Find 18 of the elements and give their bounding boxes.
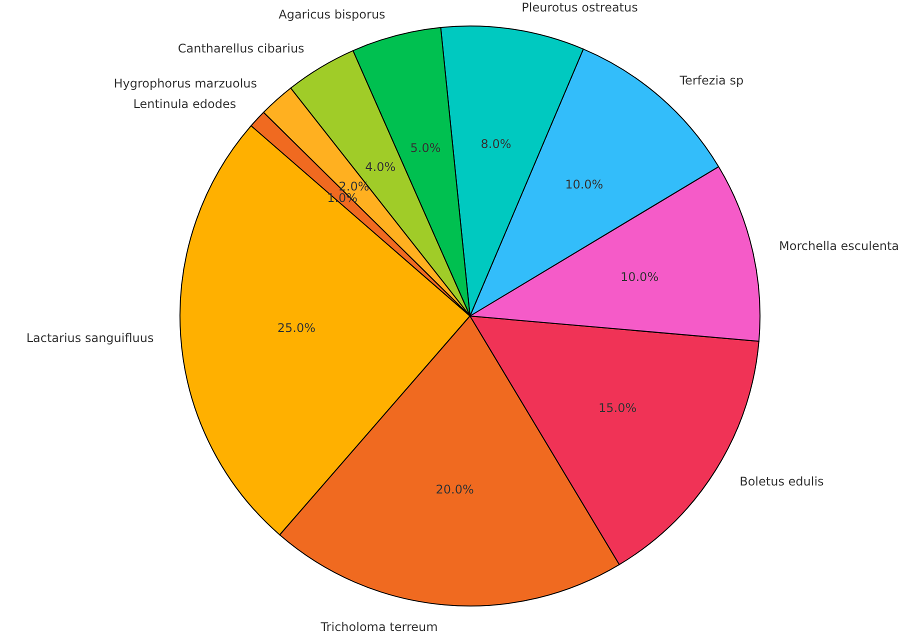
data-label: 10.0% xyxy=(620,270,659,284)
slice-label: Agaricus bisporus xyxy=(278,7,386,22)
slice-label: Lentinula edodes xyxy=(133,97,236,112)
slice-label: Terfezia sp xyxy=(678,74,744,88)
data-label: 20.0% xyxy=(436,482,474,496)
data-label: 10.0% xyxy=(565,178,604,192)
data-label: 8.0% xyxy=(480,136,512,151)
data-label: 15.0% xyxy=(598,401,637,416)
slice-label: Morchella esculenta xyxy=(779,238,900,253)
slice-label: Tricholoma terreum xyxy=(320,620,438,634)
data-label: 5.0% xyxy=(410,140,441,155)
slice-label: Pleurotus ostreatus xyxy=(522,0,638,15)
slice-label: Lactarius sanguifluus xyxy=(26,330,154,345)
slice-label: Hygrophorus marzuolus xyxy=(114,76,258,90)
slice-label: Boletus edulis xyxy=(740,474,824,488)
data-label: 25.0% xyxy=(277,321,316,336)
slice-label: Cantharellus cibarius xyxy=(178,42,304,56)
data-label: 4.0% xyxy=(365,160,396,174)
